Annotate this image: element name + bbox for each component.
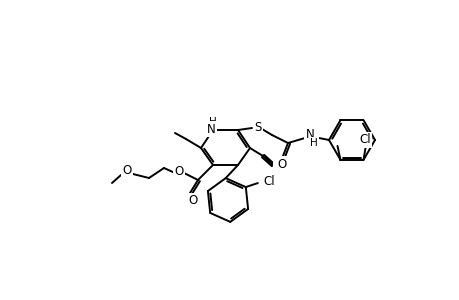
Text: N: N bbox=[274, 160, 283, 173]
Text: Cl: Cl bbox=[359, 134, 370, 146]
Text: O: O bbox=[174, 164, 183, 178]
Text: N: N bbox=[206, 122, 215, 136]
Text: S: S bbox=[254, 121, 261, 134]
Text: O: O bbox=[122, 164, 131, 176]
Text: N: N bbox=[305, 128, 313, 140]
Text: H: H bbox=[209, 117, 216, 127]
Text: H: H bbox=[309, 138, 317, 148]
Text: O: O bbox=[188, 194, 197, 208]
Text: O: O bbox=[277, 158, 286, 170]
Text: Cl: Cl bbox=[263, 175, 275, 188]
